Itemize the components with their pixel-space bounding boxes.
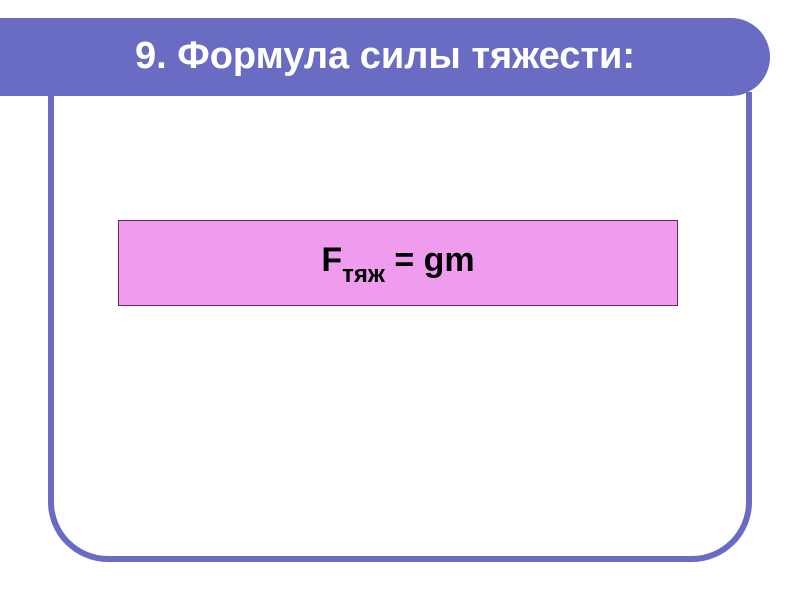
formula-symbol-F: F: [321, 241, 342, 279]
slide: 9. Формула силы тяжести: Fтяж = gm: [0, 0, 800, 600]
title-bar: 9. Формула силы тяжести:: [0, 18, 770, 96]
formula-subscript: тяж: [342, 261, 385, 288]
content-frame: [48, 92, 752, 562]
slide-title: 9. Формула силы тяжести:: [135, 36, 635, 78]
formula-rhs: = gm: [385, 241, 475, 279]
formula-box: Fтяж = gm: [118, 220, 678, 306]
formula-text: Fтяж = gm: [321, 241, 474, 286]
